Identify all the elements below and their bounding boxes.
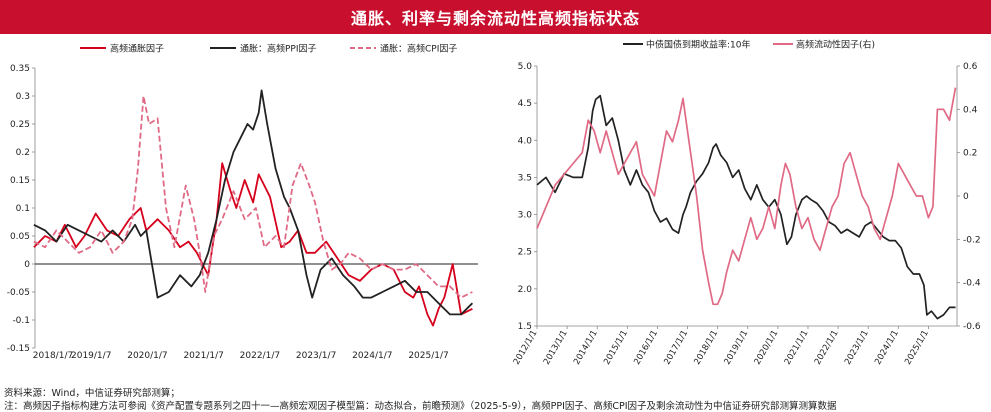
x-tick-label-3: 2015/1/1 [602,329,630,367]
x-tick-label-3: 2021/1/7 [183,351,223,361]
series-line-1 [536,94,956,320]
series-line-3 [33,95,473,299]
legend-label-1: 高频通胀因子 [110,43,164,55]
title-banner: 通胀、利率与剩余流动性高频指标状态 [0,0,991,34]
legend-label-2: 高频流动性因子(右) [796,39,875,51]
inflation-chart: 高频通胀因子 通胀：高频PPI因子 通胀：高频CPI因子 0.35 0.3 0.25 0.2… [7,43,478,361]
y-tick-label-10: -0.15 [7,344,30,354]
x-tick-label-8: 2020/1/1 [753,329,781,367]
x-tick-label-2: 2014/1/1 [572,329,600,367]
y-tick-label-5: 0.1 [16,204,30,214]
y-right-tick-label-0: 0.6 [963,62,978,72]
y-tick-label-8: -0.05 [7,288,30,298]
x-tick-label-2: 2020/1/7 [127,351,167,361]
y-right-tick-label-6: -0.6 [963,322,981,332]
y-tick-label-2: 0.25 [10,120,30,130]
x-tick-label-5: 2023/1/7 [296,351,336,361]
y-right-tick-label-3: 0 [963,192,969,202]
x-tick-label-1: 2019/1/7 [71,351,111,361]
y-tick-label-6: 0.05 [10,232,30,242]
x-tick-label-4: 2016/1/1 [632,329,660,367]
x-tick-label-9: 2021/1/1 [783,329,811,367]
y-right-tick-label-5: -0.4 [963,279,981,289]
y-tick-label-1: 0.3 [16,92,30,102]
x-tick-label-5: 2017/1/1 [662,329,690,367]
x-tick-label-7: 2019/1/1 [723,329,751,367]
y-tick-label-3: 0.2 [16,148,30,158]
y-right-tick-label-4: -0.2 [963,235,981,245]
x-tick-label-4: 2022/1/7 [240,351,280,361]
y-left-tick-label-1: 4.5 [518,99,532,109]
y-left-tick-label-5: 2.5 [518,248,532,258]
y-left-tick-label-4: 3.0 [518,211,533,221]
source-note: 资料来源：Wind，中信证券研究部测算； [4,388,180,399]
series-line-1 [33,162,473,327]
method-note: 注：高频因子指标构建方法可参阅《资产配置专题系列之四十一—高频宏观因子模型篇：动… [4,401,837,412]
page-title: 通胀、利率与剩余流动性高频指标状态 [350,9,640,28]
rate-liquidity-chart: 中债国债到期收益率:10年 高频流动性因子(右) 5.0 4.5 4.0 3.5 3.0 2.… [512,39,981,367]
x-tick-label-10: 2022/1/1 [813,329,841,367]
x-tick-label-1: 2013/1/1 [542,329,570,367]
legend-label-1: 中债国债到期收益率:10年 [646,39,751,51]
y-left-tick-label-6: 2.0 [518,285,533,295]
x-tick-label-0: 2018/1/7 [33,351,73,361]
y-tick-label-4: 0.15 [10,176,30,186]
y-tick-label-7: 0 [24,260,30,270]
x-tick-label-0: 2012/1/1 [512,329,540,367]
y-right-tick-label-1: 0.4 [963,105,978,115]
x-tick-label-7: 2025/1/7 [408,351,448,361]
y-left-tick-label-7: 1.5 [518,322,532,332]
legend-label-3: 通胀：高频CPI因子 [380,43,457,55]
y-right-tick-label-2: 0.2 [963,149,977,159]
y-tick-label-9: -0.1 [12,316,30,326]
legend-label-2: 通胀：高频PPI因子 [240,43,317,55]
y-left-tick-label-2: 4.0 [518,136,533,146]
x-tick-label-6: 2024/1/7 [352,351,392,361]
y-left-tick-label-0: 5.0 [518,62,533,72]
y-tick-label-0: 0.35 [10,64,30,74]
x-tick-label-13: 2025/1/1 [903,329,931,367]
x-tick-label-12: 2024/1/1 [873,329,901,367]
x-tick-label-6: 2018/1/1 [692,329,720,367]
x-tick-label-11: 2023/1/1 [843,329,871,367]
series-line-2 [536,87,957,306]
y-left-tick-label-3: 3.5 [518,173,532,183]
